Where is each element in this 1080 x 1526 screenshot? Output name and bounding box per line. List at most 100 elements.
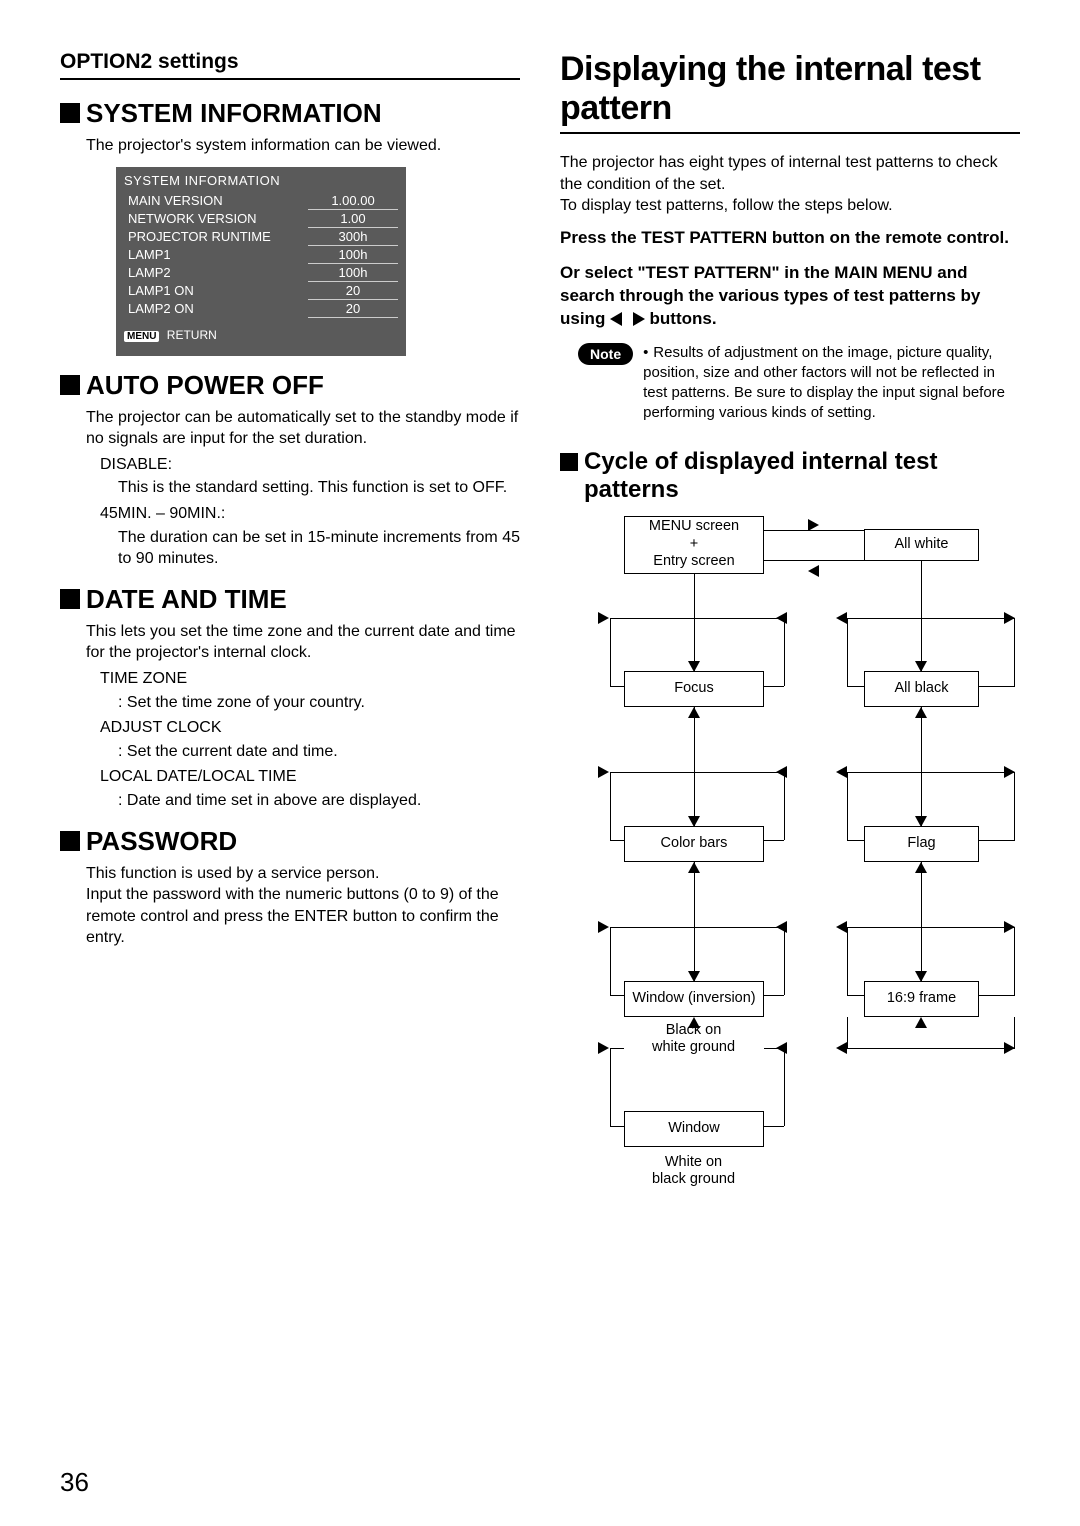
cell-value: 20 [308, 299, 398, 317]
instruction-2a: Or select "TEST PATTERN" in the MAIN MEN… [560, 263, 980, 328]
left-arrow-icon [836, 612, 847, 624]
sysinfo-table: MAIN VERSION1.00.00 NETWORK VERSION1.00 … [124, 192, 398, 318]
cell-value: 1.00 [308, 209, 398, 227]
heading-text: PASSWORD [86, 826, 237, 857]
right-arrow-icon [598, 1042, 609, 1054]
node-window-inversion: Window (inversion) [624, 981, 764, 1017]
option-text: The duration can be set in 15-minute inc… [118, 527, 520, 570]
heading-cycle: Cycle of displayed internal test pattern… [560, 448, 1020, 504]
up-arrow-icon [915, 707, 927, 718]
heading-text: AUTO POWER OFF [86, 370, 324, 401]
note-badge: Note [578, 343, 633, 365]
up-arrow-icon [688, 707, 700, 718]
node-all-black: All black [864, 671, 979, 707]
down-arrow-icon [915, 971, 927, 982]
instruction-2b: buttons. [650, 309, 717, 328]
intro-text: The projector has eight types of interna… [560, 152, 1020, 217]
node-all-white: All white [864, 529, 979, 561]
left-arrow-icon [836, 766, 847, 778]
down-arrow-icon [688, 971, 700, 982]
datetime-desc: This lets you set the time zone and the … [86, 621, 520, 664]
cell-label: MAIN VERSION [124, 192, 308, 210]
right-arrow-icon [808, 519, 819, 531]
down-arrow-icon [915, 816, 927, 827]
up-arrow-icon [915, 1017, 927, 1028]
system-info-panel: SYSTEM INFORMATION MAIN VERSION1.00.00 N… [116, 167, 406, 356]
square-bullet-icon [60, 831, 80, 851]
page-title: Displaying the internal test pattern [560, 50, 1020, 134]
cell-value: 100h [308, 263, 398, 281]
table-row: LAMP1 ON20 [124, 281, 398, 299]
heading-text: Cycle of displayed internal test pattern… [584, 448, 1020, 504]
breadcrumb: OPTION2 settings [60, 50, 520, 80]
note-block: Note • Results of adjustment on the imag… [578, 343, 1020, 424]
menu-badge-icon: MENU [124, 331, 159, 342]
down-arrow-icon [688, 816, 700, 827]
option-label: DISABLE: [100, 454, 520, 476]
table-row: MAIN VERSION1.00.00 [124, 192, 398, 210]
node-color-bars: Color bars [624, 826, 764, 862]
option-text: : Set the time zone of your country. [118, 692, 520, 714]
cell-label: LAMP1 [124, 245, 308, 263]
left-arrow-icon [808, 565, 819, 577]
cell-value: 100h [308, 245, 398, 263]
option-label: LOCAL DATE/LOCAL TIME [100, 766, 520, 788]
label-white-on-black: White on black ground [636, 1154, 751, 1189]
cell-value: 300h [308, 227, 398, 245]
node-flag: Flag [864, 826, 979, 862]
heading-auto-power-off: AUTO POWER OFF [60, 370, 520, 401]
cell-label: NETWORK VERSION [124, 209, 308, 227]
node-169-frame: 16:9 frame [864, 981, 979, 1017]
node-window: Window [624, 1111, 764, 1147]
up-arrow-icon [688, 862, 700, 873]
left-arrow-icon [610, 312, 622, 326]
right-arrow-icon [598, 921, 609, 933]
autopower-desc: The projector can be automatically set t… [86, 407, 520, 450]
cell-value: 20 [308, 281, 398, 299]
cell-label: LAMP2 [124, 263, 308, 281]
option-text: This is the standard setting. This funct… [118, 477, 520, 499]
heading-date-time: DATE AND TIME [60, 584, 520, 615]
heading-text: DATE AND TIME [86, 584, 287, 615]
sysinfo-desc: The projector's system information can b… [86, 135, 520, 157]
right-arrow-icon [633, 312, 645, 326]
down-arrow-icon [688, 661, 700, 672]
right-arrow-icon [598, 612, 609, 624]
heading-system-information: SYSTEM INFORMATION [60, 98, 520, 129]
sysinfo-panel-title: SYSTEM INFORMATION [124, 173, 398, 188]
instruction-1: Press the TEST PATTERN button on the rem… [560, 227, 1020, 250]
node-focus: Focus [624, 671, 764, 707]
table-row: LAMP2 ON20 [124, 299, 398, 317]
option-text: : Set the current date and time. [118, 741, 520, 763]
cell-value: 1.00.00 [308, 192, 398, 210]
table-row: PROJECTOR RUNTIME300h [124, 227, 398, 245]
left-arrow-icon [836, 1042, 847, 1054]
node-menu: MENU screen + Entry screen [624, 516, 764, 574]
square-bullet-icon [60, 375, 80, 395]
up-arrow-icon [915, 862, 927, 873]
option-label: TIME ZONE [100, 668, 520, 690]
table-row: LAMP2100h [124, 263, 398, 281]
page-number: 36 [60, 1467, 89, 1498]
table-row: LAMP1100h [124, 245, 398, 263]
heading-password: PASSWORD [60, 826, 520, 857]
return-label: RETURN [167, 328, 217, 342]
note-body: Results of adjustment on the image, pict… [643, 344, 1005, 422]
table-row: NETWORK VERSION1.00 [124, 209, 398, 227]
heading-text: SYSTEM INFORMATION [86, 98, 382, 129]
square-bullet-icon [60, 589, 80, 609]
cell-label: LAMP2 ON [124, 299, 308, 317]
flowchart-cycle: MENU screen + Entry screen All white Foc… [584, 516, 1034, 1226]
sysinfo-return: MENU RETURN [124, 328, 398, 342]
left-arrow-icon [836, 921, 847, 933]
option-label: ADJUST CLOCK [100, 717, 520, 739]
option-label: 45MIN. – 90MIN.: [100, 503, 520, 525]
instruction-2: Or select "TEST PATTERN" in the MAIN MEN… [560, 262, 1020, 331]
up-arrow-icon [688, 1017, 700, 1028]
square-bullet-icon [560, 453, 578, 471]
note-text: • Results of adjustment on the image, pi… [643, 343, 1020, 424]
password-desc: This function is used by a service perso… [86, 863, 520, 949]
square-bullet-icon [60, 103, 80, 123]
cell-label: LAMP1 ON [124, 281, 308, 299]
option-text: : Date and time set in above are display… [118, 790, 520, 812]
